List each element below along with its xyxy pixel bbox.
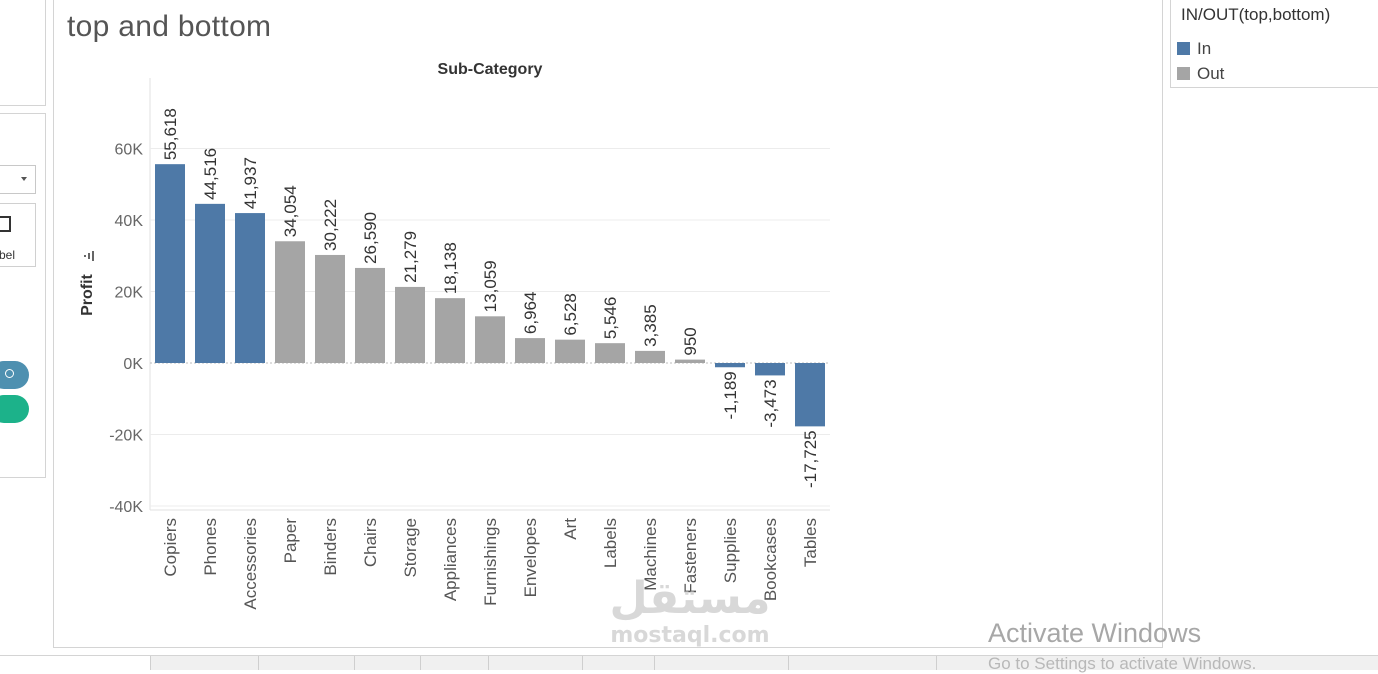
category-label: Storage	[401, 518, 420, 578]
sheet-tab[interactable]	[354, 656, 421, 670]
bar-storage	[395, 286, 425, 363]
mark-type-dropdown[interactable]	[0, 165, 36, 194]
legend-title: IN/OUT(top,bottom)	[1181, 5, 1331, 24]
sheet-tab[interactable]	[488, 656, 583, 670]
category-label: Fasteners	[681, 518, 700, 594]
sheet-tabs-bar	[0, 655, 1378, 670]
bar-labels	[595, 343, 625, 363]
value-label: -1,189	[721, 371, 740, 419]
watermark-text: mostaql.com	[610, 623, 770, 648]
activate-windows-title: Activate Windows	[988, 618, 1202, 648]
bar-fasteners	[675, 359, 705, 363]
category-label: Supplies	[721, 518, 740, 583]
category-label: Envelopes	[521, 518, 540, 597]
sheet-tab[interactable]	[788, 656, 937, 670]
bar-envelopes	[515, 338, 545, 363]
legend-swatch-in	[1177, 42, 1190, 55]
x-axis-title: Sub-Category	[438, 61, 543, 78]
category-label: Art	[561, 518, 580, 540]
category-label: Bookcases	[761, 518, 780, 601]
bar-phones	[195, 203, 225, 363]
sheet-tab[interactable]	[258, 656, 355, 670]
value-label: -17,725	[801, 430, 820, 488]
filters-card	[0, 0, 46, 106]
category-label: Appliances	[441, 518, 460, 601]
label-mark-text: bel	[0, 248, 16, 262]
color-legend: IN/OUT(top,bottom) In Out	[1170, 0, 1378, 88]
category-label: Binders	[321, 518, 340, 576]
sort-icon	[84, 251, 94, 261]
bar-chart: 60K 40K 20K 0K -20K -40K Sub-Category Profit 55,…	[79, 61, 830, 610]
y-tick-label: 20K	[115, 285, 144, 302]
sheet-tab[interactable]	[0, 656, 151, 670]
chevron-down-icon	[21, 177, 27, 181]
value-label: 55,618	[161, 108, 180, 160]
label-mark-button[interactable]: bel	[0, 203, 36, 267]
detail-pill[interactable]	[0, 361, 29, 389]
value-label: 41,937	[241, 157, 260, 209]
bar-binders	[315, 254, 345, 363]
legend-item-out[interactable]: Out	[1177, 64, 1224, 84]
y-tick-label: 60K	[115, 142, 144, 159]
sheet-tab[interactable]	[420, 656, 489, 670]
bar-furnishings	[475, 316, 505, 363]
bar-copiers	[155, 164, 185, 363]
category-label: Furnishings	[481, 518, 500, 606]
y-tick-label: 40K	[115, 213, 144, 230]
activate-windows-subtitle: Go to Settings to activate Windows.	[988, 654, 1257, 673]
watermark: مستقل mostaql.com	[600, 574, 780, 658]
sheet-tab[interactable]	[654, 656, 789, 670]
value-label: 26,590	[361, 212, 380, 264]
category-label: Phones	[201, 518, 220, 576]
sheet-tab[interactable]	[150, 656, 259, 670]
value-label: 44,516	[201, 148, 220, 200]
legend-item-in[interactable]: In	[1177, 39, 1211, 59]
value-label: 30,222	[321, 199, 340, 251]
watermark-logo: مستقل	[609, 573, 771, 624]
bar-bookcases	[755, 363, 785, 376]
sheet-tab[interactable]	[582, 656, 655, 670]
legend-swatch-out	[1177, 67, 1190, 80]
value-label: -3,473	[761, 379, 780, 427]
category-label: Paper	[281, 518, 300, 564]
category-label: Tables	[801, 518, 820, 567]
value-label: 34,054	[281, 185, 300, 237]
category-label: Copiers	[161, 518, 180, 577]
detail-icon	[5, 369, 14, 378]
value-label: 950	[681, 327, 700, 355]
measure-pill[interactable]	[0, 395, 29, 423]
value-label: 6,964	[521, 292, 540, 335]
category-label: Accessories	[241, 518, 260, 610]
y-axis-title: Profit	[79, 273, 96, 315]
sheet-title: top and bottom	[67, 10, 272, 43]
value-label: 21,279	[401, 231, 420, 283]
category-label: Chairs	[361, 518, 380, 567]
value-label: 6,528	[561, 293, 580, 336]
bar-accessories	[235, 213, 265, 363]
value-label: 18,138	[441, 242, 460, 294]
y-tick-label: 0K	[123, 356, 143, 373]
value-label: 13,059	[481, 260, 500, 312]
category-label: Machines	[641, 518, 660, 591]
legend-label-out: Out	[1197, 64, 1225, 83]
bar-machines	[635, 350, 665, 363]
bar-tables	[795, 363, 825, 427]
value-label: 3,385	[641, 304, 660, 347]
y-tick-label: -40K	[109, 499, 143, 516]
bar-supplies	[715, 363, 745, 368]
bar-art	[555, 339, 585, 363]
legend-label-in: In	[1197, 39, 1212, 58]
left-shelf: bel	[0, 0, 46, 669]
y-tick-label: -20K	[109, 428, 143, 445]
bar-chairs	[355, 267, 385, 363]
bar-paper	[275, 241, 305, 363]
value-label: 5,546	[601, 297, 620, 340]
category-label: Labels	[601, 518, 620, 568]
label-icon	[0, 216, 11, 232]
bar-appliances	[435, 298, 465, 363]
